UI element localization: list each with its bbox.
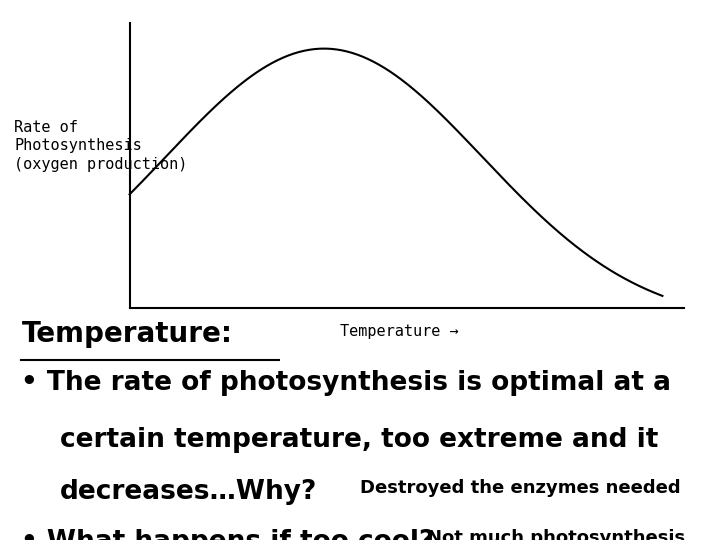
Text: Temperature →: Temperature → (341, 324, 459, 339)
Text: Destroyed the enzymes needed: Destroyed the enzymes needed (360, 479, 681, 497)
Text: Not much photosynthesis: Not much photosynthesis (427, 529, 685, 540)
Text: • What happens if too cool?: • What happens if too cool? (22, 529, 435, 540)
Text: Temperature:: Temperature: (22, 320, 233, 348)
Text: Rate of
Photosynthesis
(oxygen production): Rate of Photosynthesis (oxygen productio… (14, 120, 188, 172)
Text: certain temperature, too extreme and it: certain temperature, too extreme and it (60, 427, 659, 453)
Text: decreases…Why?: decreases…Why? (60, 479, 318, 505)
Text: • The rate of photosynthesis is optimal at a: • The rate of photosynthesis is optimal … (22, 370, 672, 396)
